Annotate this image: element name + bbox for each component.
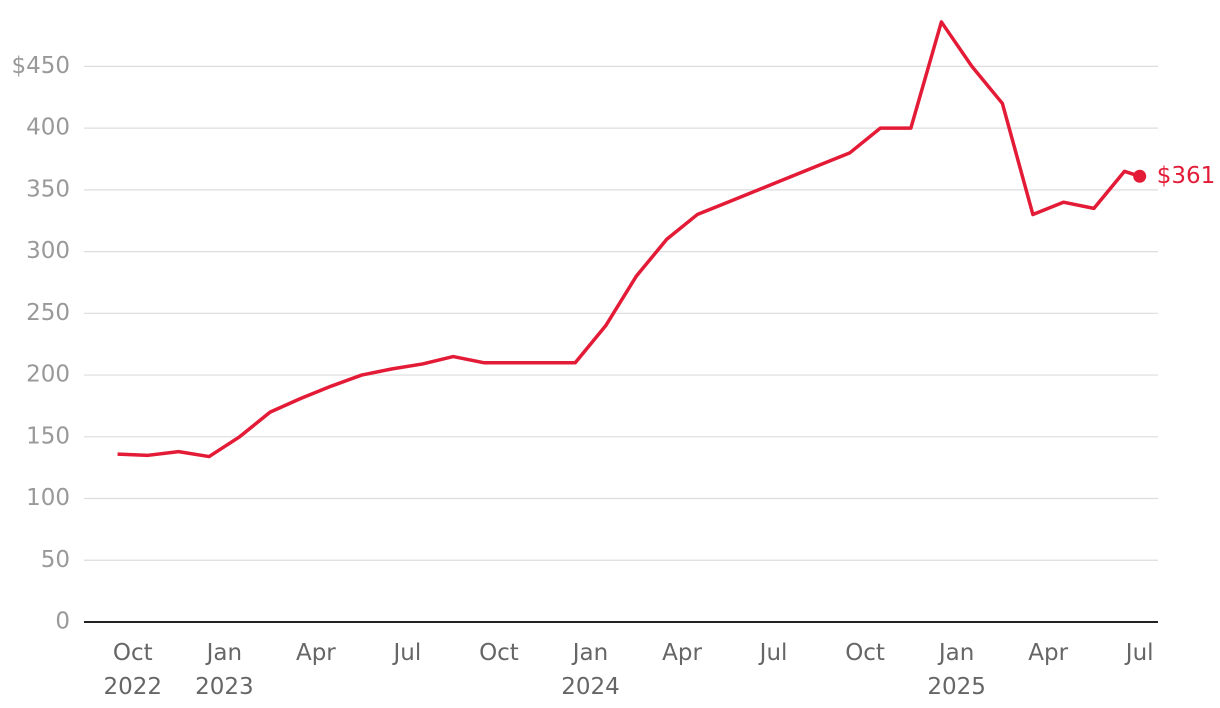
end-dot — [1133, 169, 1147, 183]
value-label: $361 — [1157, 163, 1216, 189]
line — [117, 20, 1141, 459]
x-tick-label: Jan 2025 — [927, 640, 986, 700]
x-tick-label: Oct — [845, 640, 885, 666]
x-tick-label: Jan 2023 — [195, 640, 254, 700]
y-tick-label: 400 — [26, 115, 70, 141]
x-tick-label: Jul — [759, 640, 788, 666]
x-tick-label: Apr — [662, 640, 702, 666]
y-tick-label: 100 — [26, 485, 70, 511]
y-tick-label: 300 — [26, 238, 70, 264]
x-tick-label: Jul — [1125, 640, 1154, 666]
y-tick-label: $450 — [11, 53, 70, 79]
x-tick-label: Oct — [479, 640, 519, 666]
x-tick-label: Apr — [295, 640, 336, 666]
y-tick-label: 200 — [26, 362, 70, 388]
x-tick-label: Jan 2024 — [561, 640, 620, 700]
y-tick-label: 350 — [26, 176, 70, 202]
x-tick-label: Oct 2022 — [103, 640, 163, 700]
y-tick-label: 0 — [55, 609, 70, 635]
x-tick-label: Apr — [1028, 640, 1069, 666]
y-tick-label: 50 — [41, 547, 70, 573]
y-tick-label: 250 — [26, 300, 70, 326]
x-tick-label: Jul — [393, 640, 422, 666]
y-tick-label: 150 — [26, 423, 70, 449]
